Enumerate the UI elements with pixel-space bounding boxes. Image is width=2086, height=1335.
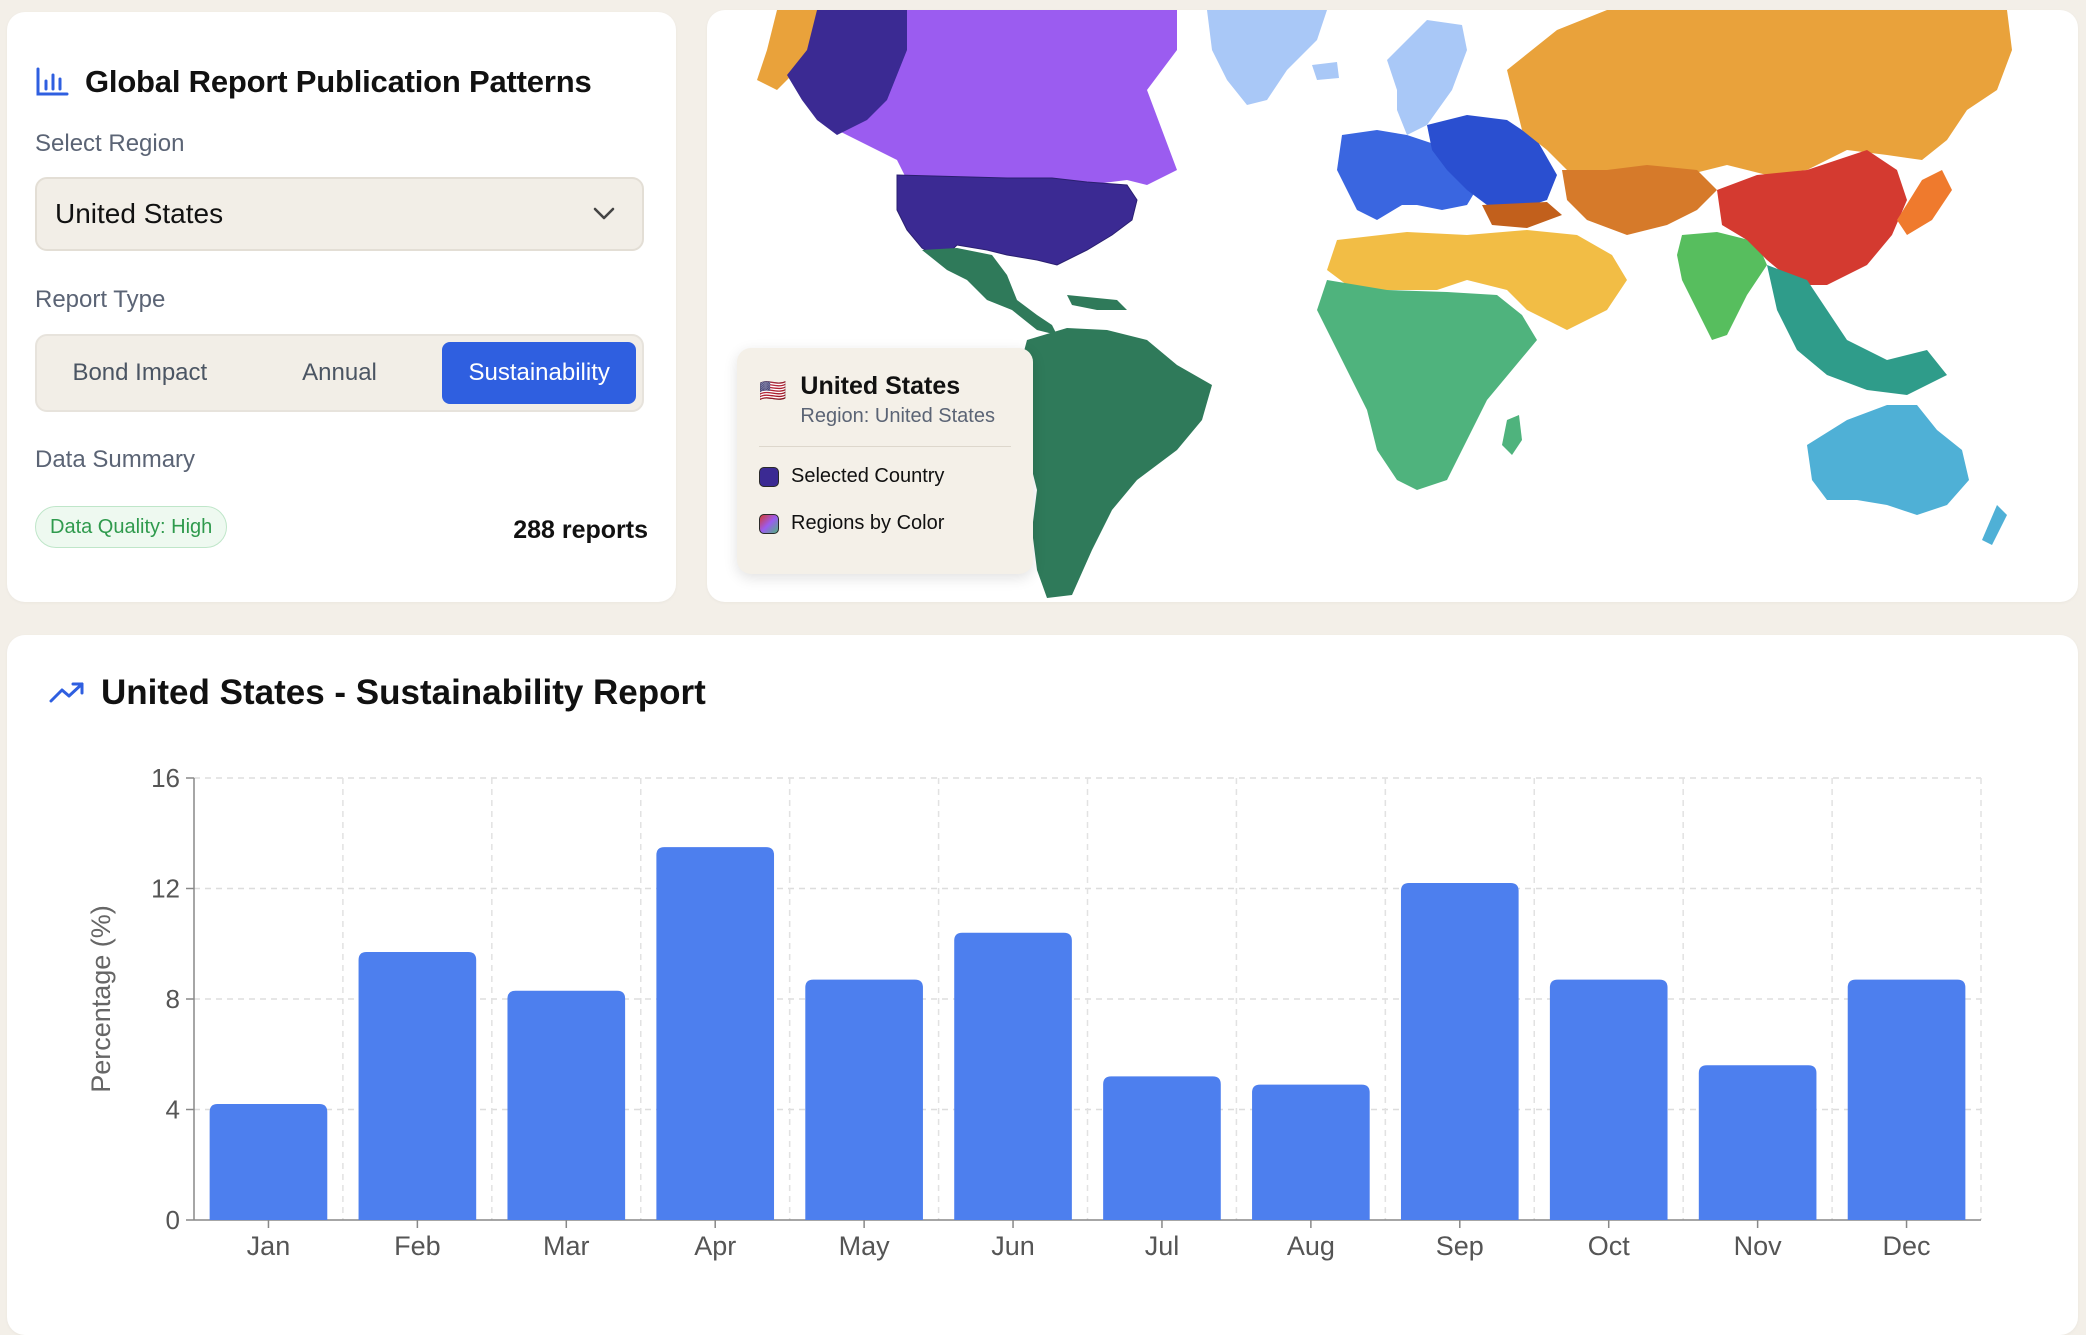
map-region-china[interactable] bbox=[1717, 150, 1907, 285]
region-select-label: Select Region bbox=[35, 130, 185, 157]
map-region-greenland[interactable] bbox=[1207, 10, 1327, 105]
map-region-india[interactable] bbox=[1677, 232, 1767, 340]
page-title: Global Report Publication Patterns bbox=[85, 64, 592, 99]
legend-item-regions: Regions by Color bbox=[759, 512, 1011, 535]
map-region-iceland[interactable] bbox=[1312, 62, 1339, 80]
y-tick-label: 4 bbox=[166, 1095, 180, 1125]
map-region-united-states[interactable] bbox=[896, 174, 1138, 266]
map-region-europe-east[interactable] bbox=[1427, 115, 1557, 210]
data-summary-label: Data Summary bbox=[35, 446, 196, 473]
chart-title: United States - Sustainability Report bbox=[101, 673, 706, 712]
chart-card: United States - Sustainability Report 0 4… bbox=[7, 635, 2078, 1335]
y-tick-label: 16 bbox=[151, 763, 180, 793]
legend-region-name: Region: United States bbox=[800, 405, 995, 427]
bar-chart: 0 4 8 12 16 Jan Feb Mar Apr May Jun Jul Aug Sep Oct Nov… bbox=[86, 763, 1982, 1261]
trending-up-icon bbox=[49, 682, 84, 703]
selected-country-swatch bbox=[759, 466, 779, 487]
y-tick-label: 8 bbox=[166, 984, 180, 1014]
report-type-bond-impact[interactable]: Bond Impact bbox=[72, 359, 208, 386]
bar-may[interactable] bbox=[805, 979, 923, 1220]
bar-aug[interactable] bbox=[1252, 1084, 1370, 1220]
x-tick-label: Apr bbox=[694, 1231, 736, 1261]
map-region-new-zealand[interactable] bbox=[1982, 505, 2007, 545]
y-tick-label: 0 bbox=[166, 1205, 180, 1235]
bar-apr[interactable] bbox=[656, 847, 775, 1220]
legend-country-name: United States bbox=[800, 372, 961, 400]
map-region-canada[interactable] bbox=[817, 10, 1177, 185]
report-type-label: Report Type bbox=[35, 286, 166, 313]
x-tick-label: Jul bbox=[1145, 1231, 1180, 1261]
world-map-card: 🇺🇸 United States Region: United States S… bbox=[707, 10, 2078, 602]
bar-oct[interactable] bbox=[1549, 979, 1668, 1220]
map-region-alaska[interactable] bbox=[757, 10, 819, 90]
x-tick-label: Nov bbox=[1734, 1231, 1783, 1261]
world-map[interactable] bbox=[707, 10, 2078, 602]
map-region-mena[interactable] bbox=[1327, 230, 1627, 330]
y-tick-label: 12 bbox=[151, 874, 180, 904]
region-select[interactable]: United States bbox=[35, 177, 644, 251]
legend-regions-label: Regions by Color bbox=[791, 512, 945, 534]
map-region-australia[interactable] bbox=[1807, 405, 1969, 515]
x-tick-label: Mar bbox=[543, 1231, 590, 1261]
control-panel: Global Report Publication Patterns Selec… bbox=[7, 12, 676, 602]
bar-jul[interactable] bbox=[1103, 1076, 1221, 1220]
bar-dec[interactable] bbox=[1847, 979, 1966, 1220]
bar-jun[interactable] bbox=[954, 932, 1072, 1220]
x-tick-label: Feb bbox=[394, 1231, 441, 1261]
x-tick-label: Oct bbox=[1588, 1231, 1631, 1261]
report-type-toggle: Bond Impact Annual Sustainability bbox=[35, 334, 644, 412]
map-region-south-america[interactable] bbox=[1017, 328, 1212, 598]
regions-color-swatch bbox=[759, 513, 779, 534]
report-count: 288 reports bbox=[513, 516, 648, 544]
panel-header: Global Report Publication Patterns bbox=[35, 64, 592, 100]
map-legend: 🇺🇸 United States Region: United States S… bbox=[737, 348, 1033, 574]
x-tick-label: Jun bbox=[991, 1231, 1035, 1261]
bar-jan[interactable] bbox=[209, 1103, 328, 1220]
x-tick-label: Dec bbox=[1883, 1231, 1931, 1261]
bar-sep[interactable] bbox=[1400, 882, 1519, 1220]
bar-chart-icon bbox=[36, 67, 69, 96]
map-region-central-asia[interactable] bbox=[1562, 165, 1717, 235]
report-type-annual[interactable]: Annual bbox=[302, 359, 377, 386]
map-region-caribbean[interactable] bbox=[1067, 295, 1127, 310]
x-tick-label: Aug bbox=[1287, 1231, 1335, 1261]
map-region-madagascar[interactable] bbox=[1502, 415, 1522, 455]
x-tick-label: Jan bbox=[247, 1231, 291, 1261]
map-region-scandinavia[interactable] bbox=[1387, 20, 1467, 135]
map-region-southeast-asia[interactable] bbox=[1767, 265, 1947, 395]
data-quality-badge: Data Quality: High bbox=[35, 506, 228, 548]
x-tick-label: Sep bbox=[1436, 1231, 1484, 1261]
map-region-japan[interactable] bbox=[1897, 170, 1952, 235]
legend-selected-label: Selected Country bbox=[791, 465, 945, 487]
y-axis-label: Percentage (%) bbox=[86, 905, 116, 1093]
legend-divider bbox=[759, 446, 1011, 447]
x-tick-label: May bbox=[839, 1231, 891, 1261]
map-region-africa[interactable] bbox=[1317, 280, 1537, 490]
bar-nov[interactable] bbox=[1698, 1065, 1817, 1220]
bar-mar[interactable] bbox=[507, 990, 626, 1220]
map-region-turkey[interactable] bbox=[1482, 202, 1562, 228]
map-region-central-america[interactable] bbox=[922, 248, 1057, 335]
bar-feb[interactable] bbox=[358, 952, 477, 1220]
report-type-sustainability[interactable]: Sustainability bbox=[442, 342, 637, 404]
legend-item-selected: Selected Country bbox=[759, 465, 1011, 488]
region-select-value: United States bbox=[55, 198, 224, 229]
chevron-down-icon bbox=[593, 207, 615, 220]
map-region-russia[interactable] bbox=[1507, 10, 2012, 185]
chart-header: United States - Sustainability Report bbox=[49, 673, 706, 713]
map-region-alaska-mainland[interactable] bbox=[787, 10, 907, 135]
us-flag-icon: 🇺🇸 bbox=[759, 378, 787, 403]
